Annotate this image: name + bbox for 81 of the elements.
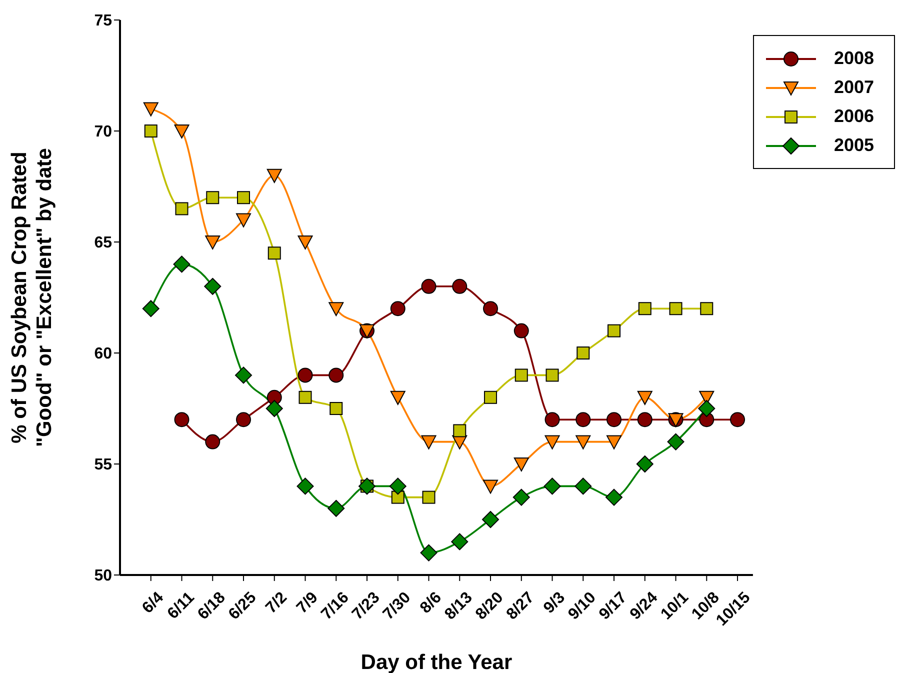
point [144,124,158,138]
point [205,434,220,450]
point [328,500,345,517]
y-tick-label: 70 [94,124,112,141]
point [637,390,652,405]
point [420,544,438,562]
legend-label: 2005 [834,135,874,156]
point [514,368,528,382]
point [235,366,252,384]
point [390,301,406,316]
point [483,301,498,316]
point [422,490,436,504]
point [451,533,468,550]
point [206,191,220,204]
x-tick-label: 7/2 [262,589,291,617]
x-axis-title: Day of the Year [360,651,512,673]
point [391,490,404,504]
point [606,488,623,506]
y-tick-label: 60 [94,346,112,363]
point [266,168,282,183]
point [421,278,436,294]
point [142,300,160,318]
point [204,278,222,295]
point [574,478,592,495]
point [452,278,468,294]
point [298,390,312,404]
point [174,412,190,428]
x-tick-label: 10/1 [658,589,692,624]
point [514,323,529,338]
point [174,124,190,138]
point [483,480,498,494]
point [482,511,500,528]
y-tick-label: 65 [94,234,112,252]
point [514,458,529,472]
point [637,412,652,428]
y-tick-label: 75 [94,12,112,30]
point [606,435,622,450]
point [421,435,436,450]
point [453,424,466,438]
point [544,478,561,495]
point [328,302,344,316]
point [484,390,498,404]
point [576,412,591,428]
point [298,236,313,250]
point [266,400,283,417]
point [330,402,343,415]
x-tick-label: 6/4 [139,589,168,617]
point [512,488,530,506]
point [390,390,406,405]
y-axis-title: % of US Soybean Crop Rated "Good" or "Excellent" by date [8,148,56,447]
point [173,256,190,273]
point [544,412,560,428]
point [544,435,560,450]
point [636,456,654,472]
point [667,433,684,450]
point [328,368,344,383]
point [730,412,746,428]
point [175,202,188,216]
point [237,191,250,204]
point [236,213,252,228]
legend-label: 2007 [834,77,874,98]
legend-label: 2006 [834,106,874,127]
point [236,412,252,428]
point [205,236,220,250]
point [298,368,313,383]
point [606,412,622,428]
point [698,400,716,417]
legend-label: 2008 [834,48,874,69]
y-tick-label: 55 [94,456,112,474]
point [268,246,281,260]
point [638,302,652,316]
y-tick-label: 50 [94,568,112,585]
point [669,302,682,316]
point [576,435,591,450]
point [576,346,590,360]
point [296,478,314,495]
point [389,478,406,495]
point [546,368,559,382]
point [700,302,714,316]
point [608,324,621,338]
point [143,102,158,116]
